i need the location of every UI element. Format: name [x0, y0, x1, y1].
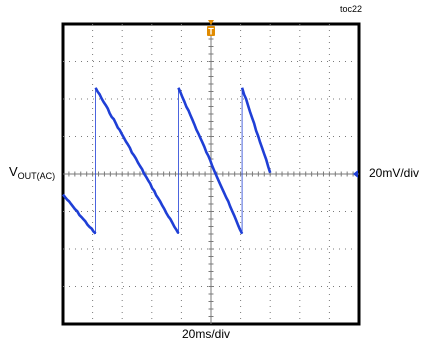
vertical-scale-label: 20mV/div: [369, 166, 420, 180]
figure-tag: toc22: [340, 4, 363, 14]
horizontal-scale-label: 20ms/div: [182, 327, 231, 341]
trigger-box-icon: [207, 26, 215, 36]
y-label-main: V: [9, 164, 18, 179]
trigger-marker-icon: T: [207, 20, 215, 37]
ground-reference-arrow-icon: [353, 170, 358, 178]
y-axis-label: VOUT(AC): [9, 164, 55, 181]
trace-layer: [61, 87, 358, 235]
trace-series-0: [61, 87, 272, 235]
trigger-arrow-icon: [208, 20, 214, 25]
trigger-label: T: [208, 27, 214, 37]
grid: [63, 24, 359, 324]
y-label-sub: OUT(AC): [17, 171, 56, 181]
